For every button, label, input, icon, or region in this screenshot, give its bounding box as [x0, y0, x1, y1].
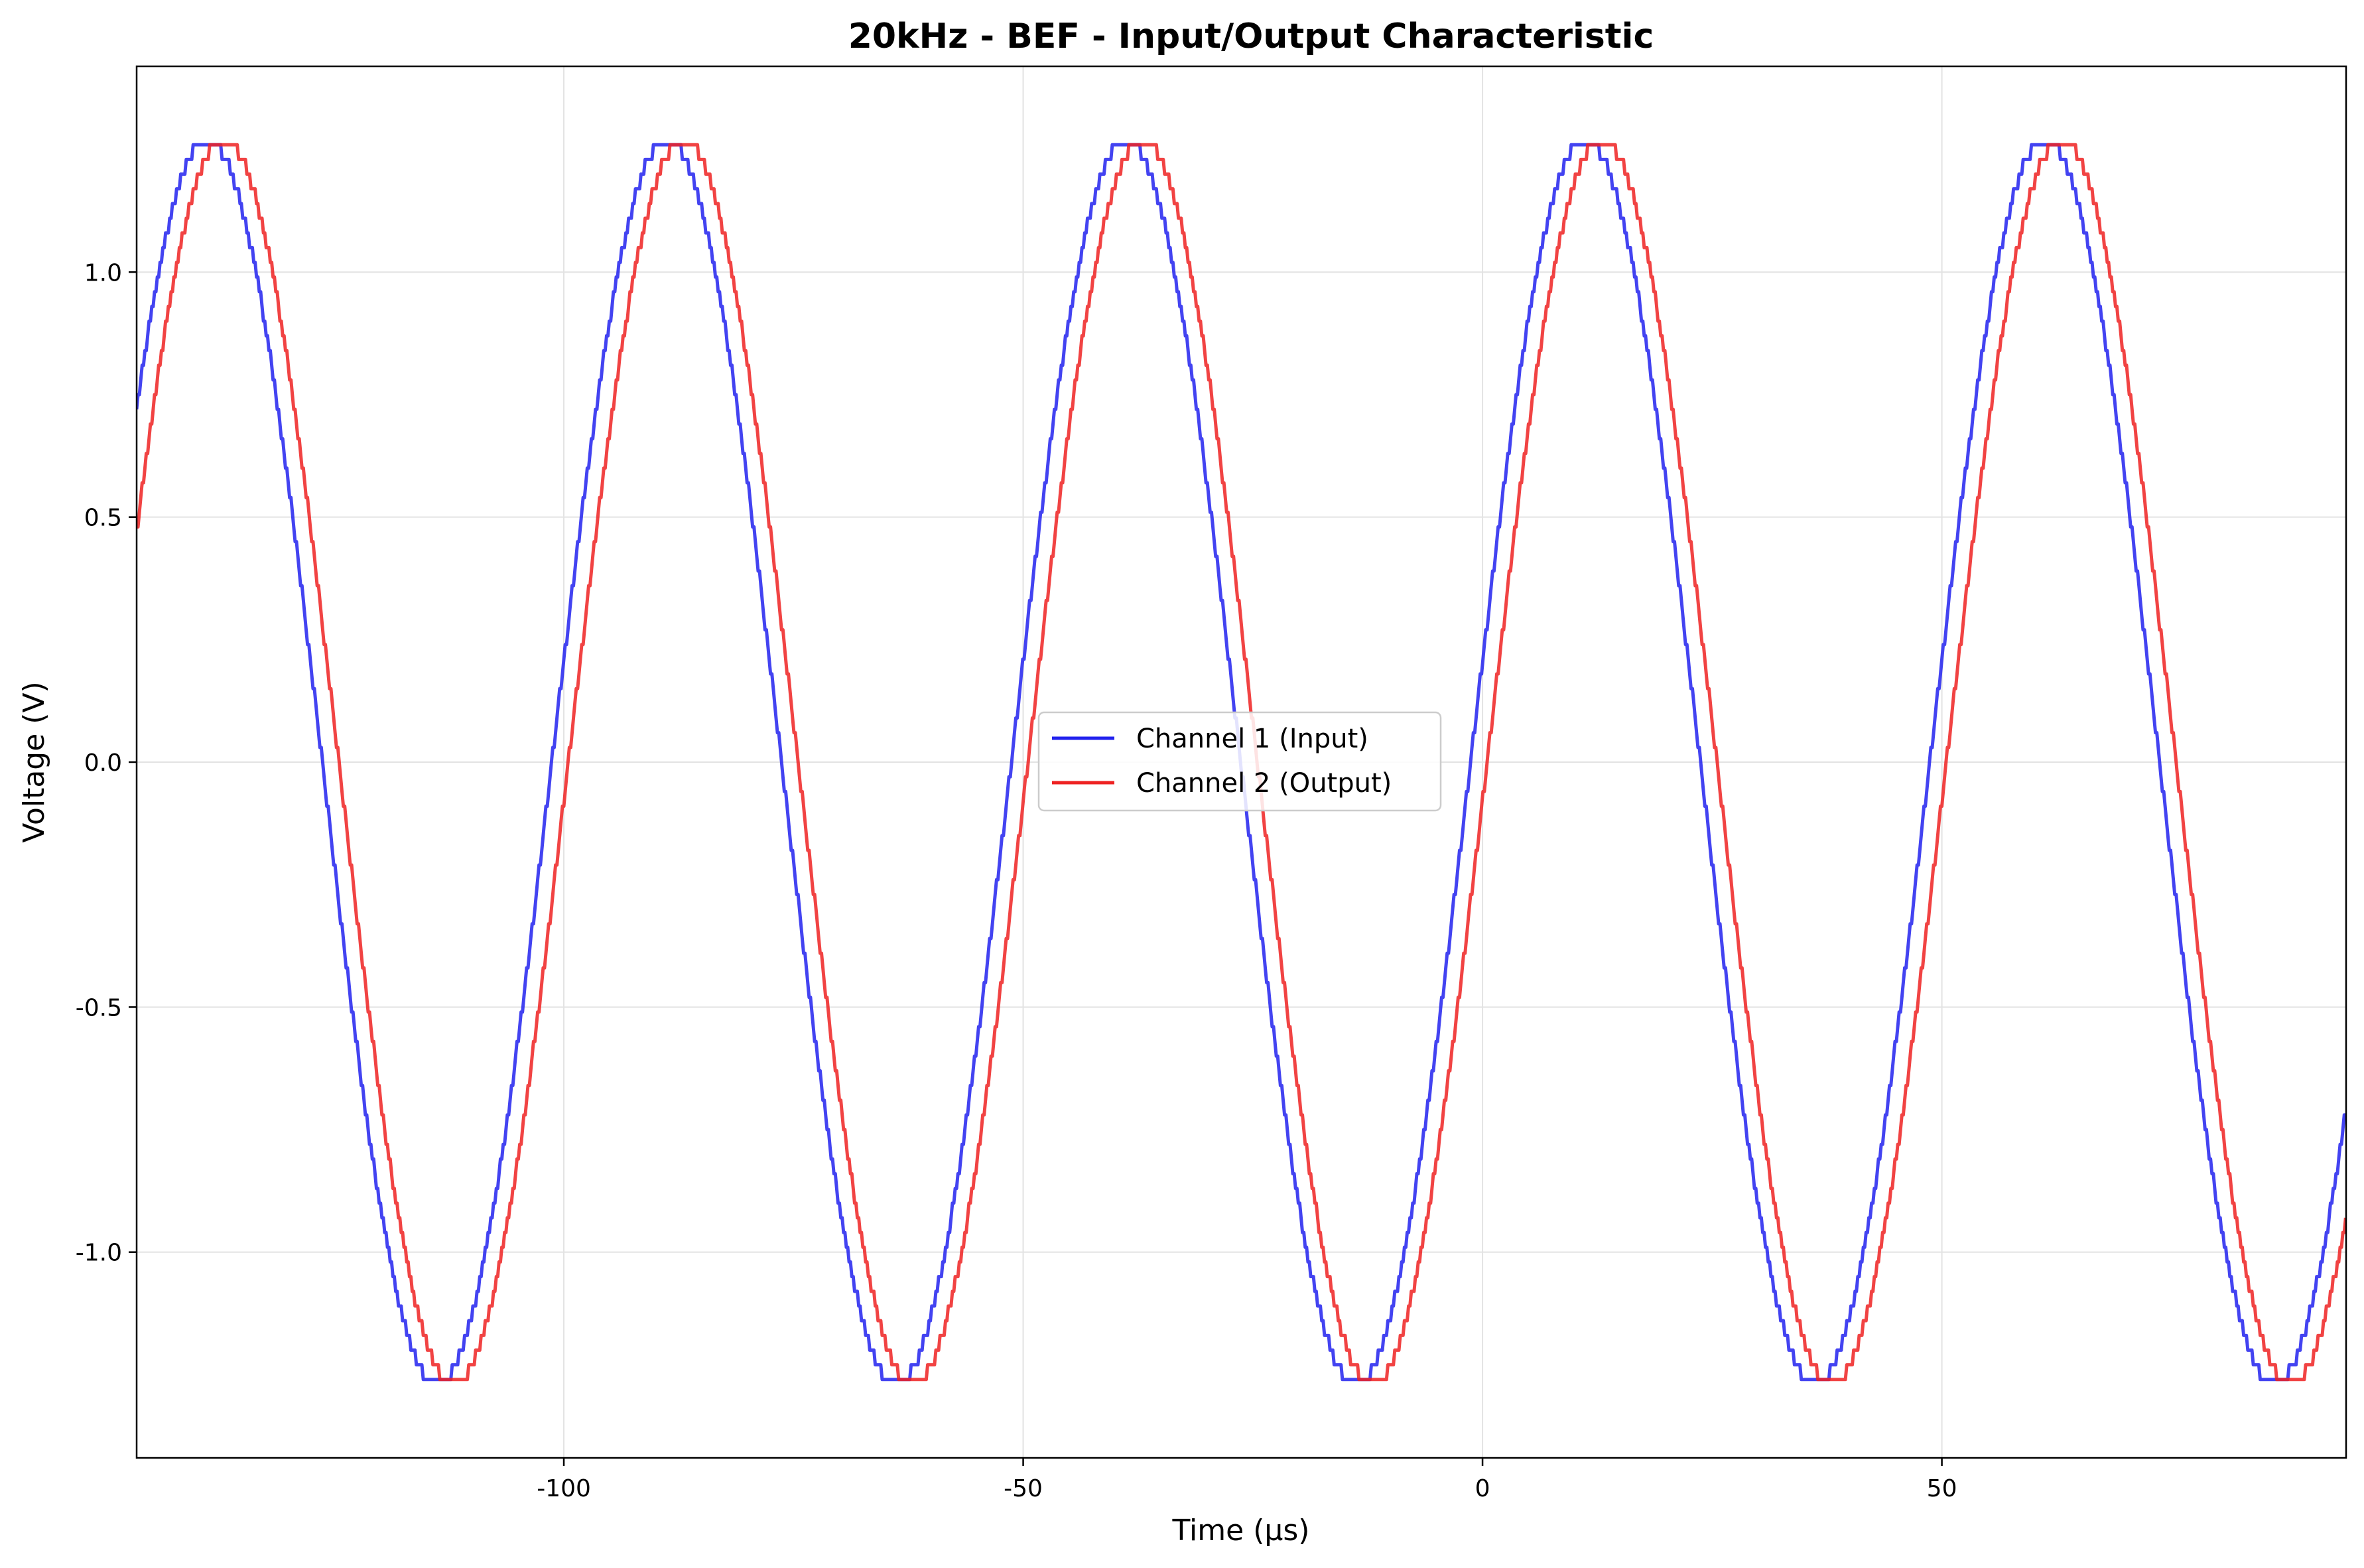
y-tick-label: 0.5	[84, 505, 122, 532]
grid-layer	[137, 66, 2346, 1458]
legend: Channel 1 (Input) Channel 2 (Output)	[1037, 711, 1442, 812]
y-axis-label: Voltage (V)	[17, 681, 51, 842]
legend-label-output: Channel 2 (Output)	[1136, 768, 1392, 799]
x-tick-label: 50	[1927, 1475, 1957, 1502]
x-tick-label: -100	[537, 1475, 591, 1502]
x-tick-label: 0	[1475, 1475, 1490, 1502]
y-axis-ticks: -1.0 -0.5 0.0 0.5 1.0	[76, 259, 137, 1267]
y-tick-label: 1.0	[84, 259, 122, 287]
y-tick-label: -1.0	[76, 1240, 122, 1267]
chart-title: 20kHz - BEF - Input/Output Characteristi…	[848, 17, 1654, 56]
legend-box	[1037, 711, 1442, 812]
legend-label-input: Channel 1 (Input)	[1136, 724, 1368, 754]
y-tick-label: 0.0	[84, 750, 122, 777]
series-line-output	[137, 143, 2346, 1382]
y-tick-label: -0.5	[76, 994, 122, 1021]
x-axis-label: Time (µs)	[1172, 1514, 1310, 1547]
x-axis-ticks: -100 -50 0 50	[537, 1458, 1957, 1502]
x-tick-label: -50	[1004, 1475, 1043, 1502]
